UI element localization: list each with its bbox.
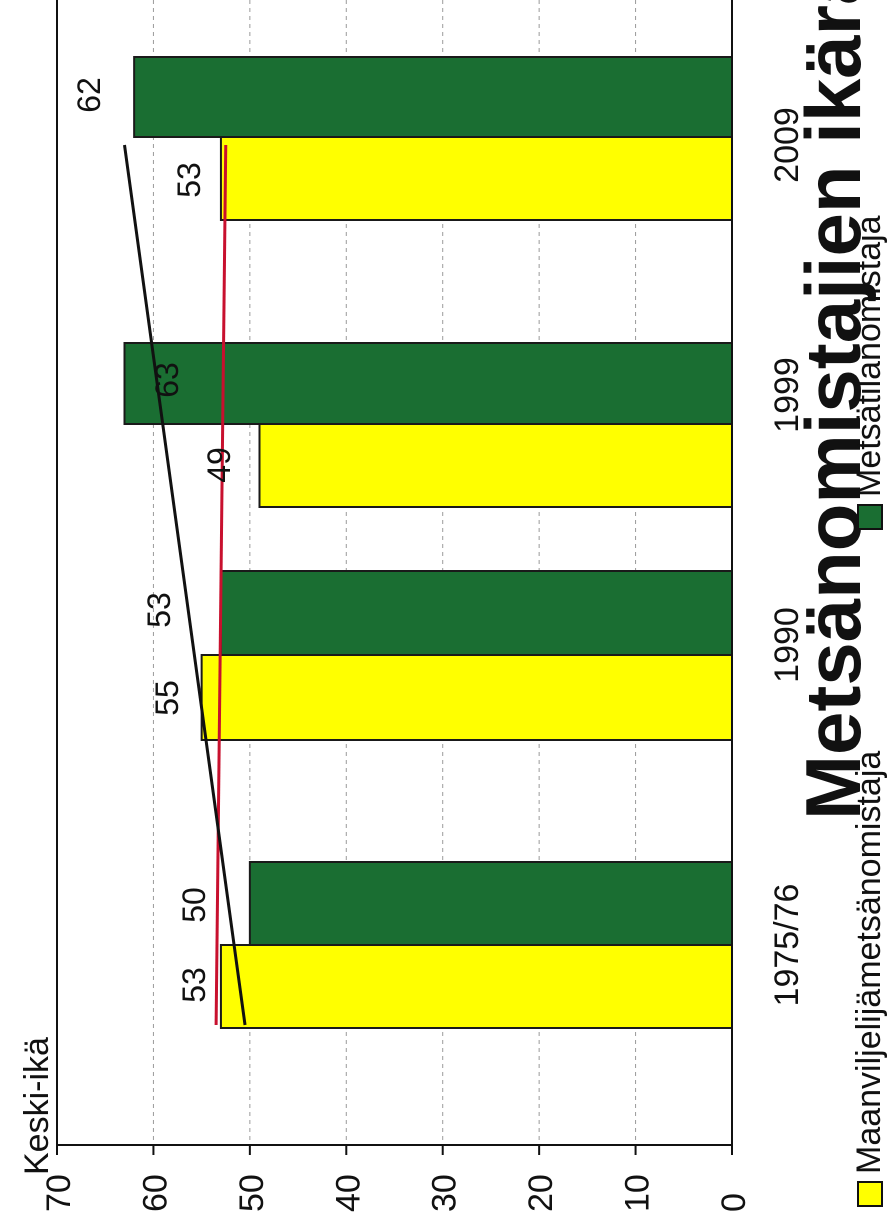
y-tick-label: 70 (40, 1174, 78, 1212)
chart-title: Metsänomistajien ikärakenne (789, 0, 877, 820)
bar (219, 570, 734, 656)
category-label: 2009 (768, 107, 806, 183)
category-label: 1975/76 (768, 884, 806, 1007)
y-tick-label: 0 (715, 1193, 753, 1212)
y-tick-label: 20 (522, 1174, 560, 1212)
y-tick-label: 30 (426, 1174, 464, 1212)
y-tick-label: 40 (329, 1174, 367, 1212)
trend-line (123, 144, 247, 1026)
y-axis-title: Keski-ikä (18, 1037, 56, 1175)
data-label: 49 (201, 447, 237, 483)
y-tick-label: 50 (233, 1174, 271, 1212)
data-label: 63 (149, 362, 185, 398)
data-label: 62 (71, 77, 107, 113)
axes: 0 10 20 30 40 50 60 70 1975/76 1990 1999 2009 (40, 0, 806, 1212)
category-label: 1999 (768, 357, 806, 433)
legend-label: Metsätilanomistaja (850, 215, 888, 497)
data-label: 55 (149, 680, 185, 716)
y-tick-label: 10 (619, 1174, 657, 1212)
bar (219, 944, 734, 1029)
legend-swatch (857, 504, 883, 530)
bar (219, 136, 734, 221)
bar (248, 861, 733, 946)
bars (123, 56, 734, 1029)
trend-lines (123, 144, 247, 1026)
data-label: 50 (176, 887, 212, 923)
bar (258, 423, 733, 508)
bar (123, 342, 733, 425)
legend: Maanviljelijämetsänomistaja Metsätilanomi… (850, 215, 888, 1207)
category-label: 1990 (768, 607, 806, 683)
data-label: 53 (141, 592, 177, 628)
bar (133, 56, 733, 138)
legend-swatch (857, 1181, 883, 1207)
labels: 53 55 49 53 50 53 63 62 (71, 77, 237, 1003)
trend-line (214, 144, 228, 1026)
data-label: 53 (176, 967, 212, 1003)
data-label: 53 (171, 162, 207, 198)
legend-label: Maanviljelijämetsänomistaja (850, 751, 888, 1174)
y-tick-label: 60 (136, 1174, 174, 1212)
bar (200, 654, 733, 741)
